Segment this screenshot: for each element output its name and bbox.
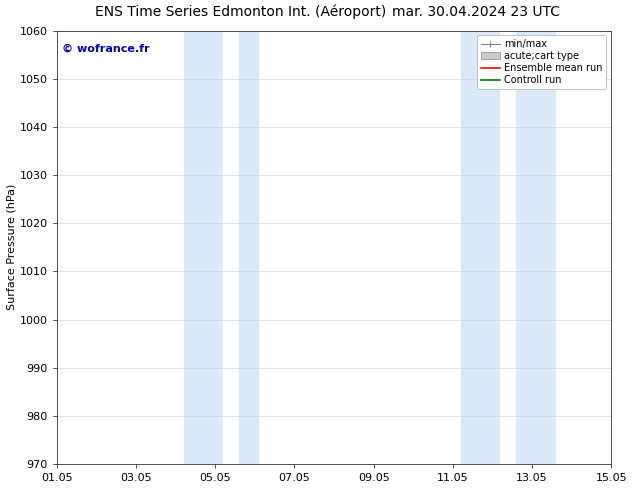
Legend: min/max, acute;cart type, Ensemble mean run, Controll run: min/max, acute;cart type, Ensemble mean … xyxy=(477,35,606,89)
Text: ENS Time Series Edmonton Int. (Aéroport): ENS Time Series Edmonton Int. (Aéroport) xyxy=(95,5,387,20)
Y-axis label: Surface Pressure (hPa): Surface Pressure (hPa) xyxy=(7,184,17,311)
Text: mar. 30.04.2024 23 UTC: mar. 30.04.2024 23 UTC xyxy=(392,5,559,19)
Bar xyxy=(461,30,500,464)
Bar xyxy=(239,30,259,464)
Bar xyxy=(184,30,223,464)
Text: © wofrance.fr: © wofrance.fr xyxy=(62,44,150,53)
Bar xyxy=(516,30,556,464)
